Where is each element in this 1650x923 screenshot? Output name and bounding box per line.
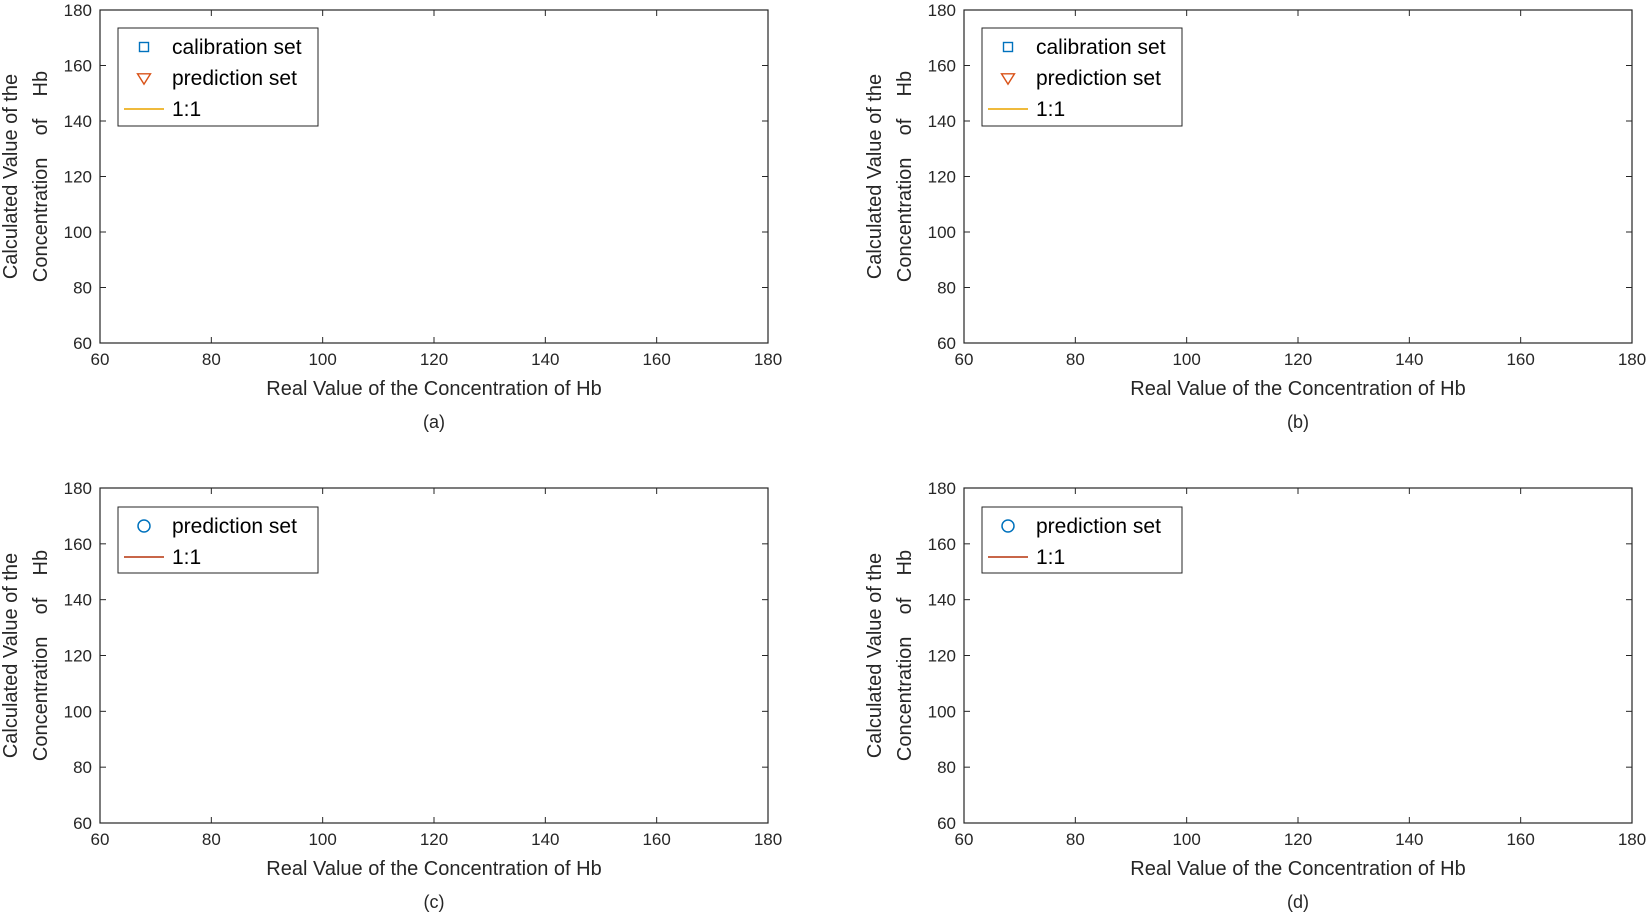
y-tick-label: 160 [64,535,92,554]
y-tick-label: 180 [64,479,92,498]
x-tick-label: 140 [1395,350,1423,369]
legend-label: 1:1 [172,98,201,121]
y-tick-label: 160 [64,57,92,76]
x-axis-label: Real Value of the Concentration of Hb [1130,858,1465,880]
y-tick-label: 120 [64,168,92,187]
x-axis-label: Real Value of the Concentration of Hb [266,858,601,880]
x-tick-label: 60 [955,830,974,849]
x-tick-label: 160 [642,830,670,849]
x-tick-label: 80 [202,830,221,849]
y-tick-label: 120 [928,168,956,187]
panel-caption: (a) [423,412,445,432]
y-axis-label-line1: Calculated Value of the [864,74,886,279]
x-tick-label: 120 [420,350,448,369]
y-tick-label: 60 [73,334,92,353]
legend-marker [1001,519,1015,533]
y-tick-label: 100 [64,702,92,721]
x-axis-label: Real Value of the Concentration of Hb [1130,378,1465,400]
y-axis-label-line2: Concentration of Hb [30,71,52,282]
x-tick-label: 60 [91,350,110,369]
y-tick-label: 180 [928,1,956,20]
panel-d: 60 80 100 120 140 160 180 60 80 100 120 140 160 180 Re… [864,479,1646,912]
x-tick-label: 100 [1172,350,1200,369]
legend-label: prediction set [1036,67,1161,90]
y-tick-label: 120 [928,647,956,666]
y-axis-label-line2: Concentration of Hb [30,550,52,761]
x-tick-label: 180 [754,350,782,369]
legend: calibration set prediction set 1:1 [117,27,319,127]
legend-label: 1:1 [172,546,201,569]
y-tick-label: 60 [937,334,956,353]
legend-label: prediction set [172,67,297,90]
legend: calibration set prediction set 1:1 [981,27,1183,127]
legend-label: 1:1 [1036,546,1065,569]
y-tick-label: 100 [928,702,956,721]
y-tick-label: 80 [937,758,956,777]
legend-label: calibration set [172,36,302,59]
x-tick-label: 140 [531,830,559,849]
legend-box [981,506,1183,574]
y-tick-label: 120 [64,647,92,666]
x-tick-label: 80 [1066,830,1085,849]
y-axis-label-line1: Calculated Value of the [864,553,886,758]
legend-marker [1002,41,1014,53]
x-tick-label: 160 [1506,830,1534,849]
y-axis-label-line2: Concentration of Hb [894,71,916,282]
panel-caption: (c) [424,892,445,912]
y-axis-label-line1: Calculated Value of the [0,74,22,279]
legend-marker [136,73,152,86]
x-tick-label: 180 [1618,830,1646,849]
y-tick-label: 180 [928,479,956,498]
y-tick-label: 160 [928,535,956,554]
x-tick-label: 100 [308,350,336,369]
x-tick-label: 180 [754,830,782,849]
y-tick-label: 100 [928,223,956,242]
legend-label: calibration set [1036,36,1166,59]
panel-caption: (d) [1287,892,1309,912]
legend-marker [1000,73,1016,86]
legend-label: prediction set [1036,515,1161,538]
legend: prediction set 1:1 [981,506,1183,574]
y-tick-label: 180 [64,1,92,20]
y-tick-label: 140 [928,591,956,610]
panel-a: 60 80 100 120 140 160 180 60 80 100 120 140 160 180 Re… [0,1,782,432]
y-tick-label: 60 [937,814,956,833]
x-tick-label: 120 [1284,350,1312,369]
panel-b: 60 80 100 120 140 160 180 60 80 100 120 140 160 180 Re… [864,1,1646,432]
legend-marker [137,519,151,533]
y-tick-label: 100 [64,223,92,242]
x-tick-label: 140 [531,350,559,369]
x-axis-label: Real Value of the Concentration of Hb [266,378,601,400]
legend-marker [138,41,150,53]
y-tick-label: 60 [73,814,92,833]
x-tick-label: 120 [420,830,448,849]
x-tick-label: 80 [202,350,221,369]
x-tick-label: 60 [955,350,974,369]
y-tick-label: 140 [64,591,92,610]
x-tick-label: 180 [1618,350,1646,369]
y-tick-label: 140 [64,112,92,131]
y-tick-label: 160 [928,57,956,76]
legend-label: 1:1 [1036,98,1065,121]
y-axis-label-line1: Calculated Value of the [0,553,22,758]
legend: prediction set 1:1 [117,506,319,574]
x-tick-label: 60 [91,830,110,849]
x-tick-label: 100 [308,830,336,849]
y-tick-label: 80 [73,279,92,298]
y-tick-label: 140 [928,112,956,131]
x-tick-label: 160 [1506,350,1534,369]
legend-box [117,506,319,574]
panel-caption: (b) [1287,412,1309,432]
y-tick-label: 80 [937,279,956,298]
x-tick-label: 120 [1284,830,1312,849]
y-tick-label: 80 [73,758,92,777]
y-axis-label-line2: Concentration of Hb [894,550,916,761]
x-tick-label: 80 [1066,350,1085,369]
x-tick-label: 100 [1172,830,1200,849]
x-tick-label: 140 [1395,830,1423,849]
panel-c: 60 80 100 120 140 160 180 60 80 100 120 140 160 180 Re… [0,479,782,912]
legend-label: prediction set [172,515,297,538]
x-tick-label: 160 [642,350,670,369]
